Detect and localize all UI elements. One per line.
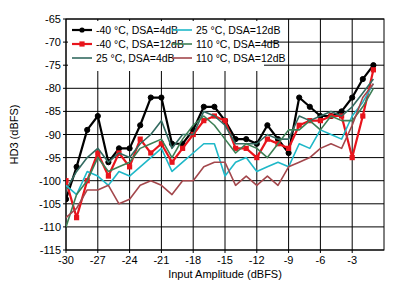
marker xyxy=(116,146,121,151)
marker xyxy=(66,197,69,202)
background xyxy=(0,0,400,298)
marker xyxy=(244,137,249,142)
series-line xyxy=(66,70,373,218)
series-line xyxy=(66,79,373,190)
tick-label: -18 xyxy=(185,254,201,266)
legend: -40 °C, DSA=4dB -40 °C, DSA=12dB 25 °C, DS… xyxy=(68,21,286,71)
legend-swatch xyxy=(72,57,92,59)
marker xyxy=(66,178,69,183)
tick-label: -12 xyxy=(249,254,265,266)
marker xyxy=(138,137,143,142)
grid-line xyxy=(288,19,289,250)
tick-label: -24 xyxy=(122,254,138,266)
legend-label: -40 °C, DSA=12dB xyxy=(96,38,184,50)
marker xyxy=(159,95,164,100)
legend-label: 25 °C, DSA=4dB xyxy=(96,52,175,64)
x-axis-label: Input Amplitude (dBFS) xyxy=(168,268,282,280)
marker xyxy=(212,104,217,109)
marker xyxy=(371,63,376,68)
tick-label: -27 xyxy=(90,254,106,266)
marker xyxy=(222,118,227,123)
marker xyxy=(350,155,355,160)
series-group xyxy=(66,63,376,227)
tick-label: -75 xyxy=(45,59,61,71)
marker xyxy=(360,76,365,81)
marker xyxy=(360,113,365,118)
marker xyxy=(297,95,302,100)
marker xyxy=(286,150,291,155)
marker xyxy=(371,67,376,72)
marker xyxy=(265,123,270,128)
marker xyxy=(350,95,355,100)
y-axis-label: HD3 (dBFS) xyxy=(8,105,20,165)
marker xyxy=(201,118,206,123)
marker xyxy=(286,146,291,151)
marker xyxy=(222,118,227,123)
tick-label: -6 xyxy=(316,254,326,266)
tick-label: -9 xyxy=(284,254,294,266)
tick-label: -21 xyxy=(153,254,169,266)
marker xyxy=(318,118,323,123)
series-line xyxy=(66,84,373,218)
legend-label: -40 °C, DSA=4dB xyxy=(96,24,178,36)
tick-label: -3 xyxy=(347,254,357,266)
legend-marker xyxy=(79,41,84,46)
marker xyxy=(148,150,153,155)
marker xyxy=(244,146,249,151)
chart: -115-110-105-100-95-90-85-80-75-70-65-30… xyxy=(0,0,400,298)
tick-label: -105 xyxy=(39,198,61,210)
legend-swatch xyxy=(172,43,192,45)
marker xyxy=(201,104,206,109)
legend-marker xyxy=(79,27,84,32)
marker xyxy=(127,164,132,169)
marker xyxy=(95,113,100,118)
marker xyxy=(127,146,132,151)
marker xyxy=(254,155,259,160)
tick-label: -65 xyxy=(45,13,61,25)
legend-label: 110 °C, DSA=12dB xyxy=(196,52,286,64)
tick-label: -90 xyxy=(45,129,61,141)
marker xyxy=(85,127,90,132)
legend-label: 110 °C, DSA=4dB xyxy=(196,38,280,50)
marker xyxy=(74,215,79,220)
legend-swatch xyxy=(172,29,192,31)
tick-label: -100 xyxy=(39,175,61,187)
marker xyxy=(106,173,111,178)
tick-label: -80 xyxy=(45,82,61,94)
tick-label: -30 xyxy=(58,254,74,266)
marker xyxy=(339,109,344,114)
marker xyxy=(307,104,312,109)
series-line xyxy=(66,88,373,227)
legend-label: 25 °C, DSA=12dB xyxy=(196,24,280,36)
series-line xyxy=(66,84,373,195)
marker xyxy=(265,137,270,142)
marker xyxy=(138,123,143,128)
marker xyxy=(148,95,153,100)
tick-label: -70 xyxy=(45,36,61,48)
marker xyxy=(169,160,174,165)
marker xyxy=(297,123,302,128)
tick-label: -95 xyxy=(45,152,61,164)
grid-line xyxy=(352,19,353,250)
grid-line xyxy=(320,19,321,250)
legend-swatch xyxy=(172,57,192,59)
tick-label: -15 xyxy=(217,254,233,266)
tick-label: -110 xyxy=(40,221,61,233)
marker xyxy=(180,146,185,151)
plot-frame xyxy=(66,19,384,250)
tick-label: -85 xyxy=(45,105,61,117)
